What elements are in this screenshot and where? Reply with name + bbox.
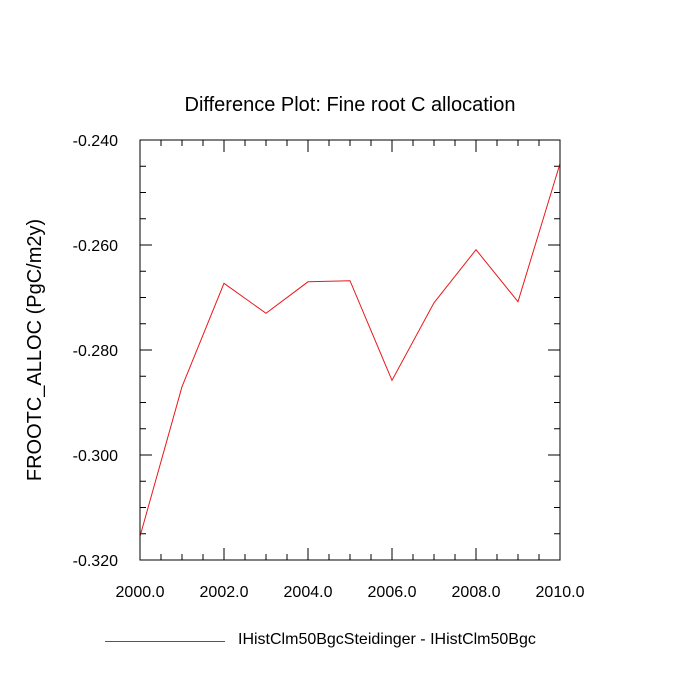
y-tick-label: -0.280 [73, 343, 118, 360]
y-axis-label: FROOTC_ALLOC (PgC/m2y) [24, 219, 46, 481]
x-tick-label: 2008.0 [452, 584, 501, 601]
major-ticks [139, 139, 561, 561]
plot-frame [139, 139, 561, 561]
x-tick-label: 2006.0 [368, 584, 417, 601]
y-tick-labels: -0.320 -0.300 -0.280 -0.260 -0.240 [73, 133, 118, 570]
x-tick-label: 2004.0 [284, 584, 333, 601]
legend-swatch-line [105, 641, 225, 642]
legend: IHistClm50BgcSteidinger - IHistClm50Bgc [105, 628, 665, 654]
y-tick-label: -0.320 [73, 553, 118, 570]
x-tick-label: 2010.0 [536, 584, 585, 601]
chart-title: Difference Plot: Fine root C allocation [185, 94, 516, 116]
x-tick-label: 2002.0 [200, 584, 249, 601]
minor-ticks [139, 139, 561, 561]
x-tick-labels: 2000.0 2002.0 2004.0 2006.0 2008.0 2010.0 [116, 584, 585, 601]
legend-label: IHistClm50BgcSteidinger - IHistClm50Bgc [238, 631, 536, 648]
series-lines [139, 163, 561, 537]
series-line [139, 163, 561, 537]
x-tick-label: 2000.0 [116, 584, 165, 601]
y-tick-label: -0.260 [73, 238, 118, 255]
y-tick-label: -0.300 [73, 448, 118, 465]
y-tick-label: -0.240 [73, 133, 118, 150]
